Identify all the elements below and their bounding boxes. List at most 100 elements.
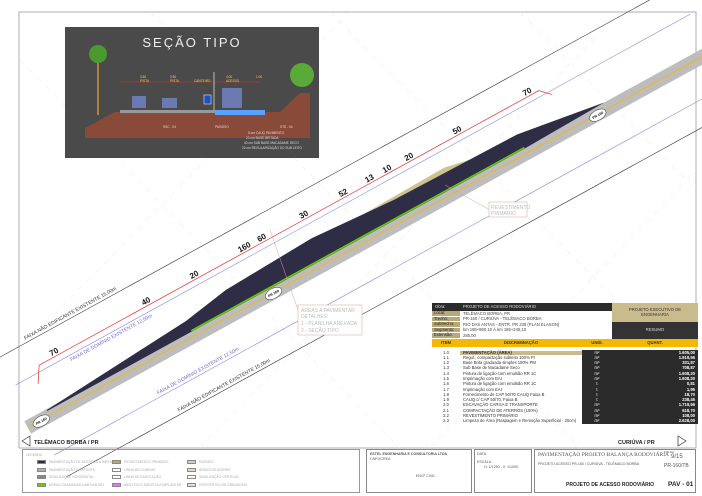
legend-item: PAVIMENTAÇÃO DE ACESSOS A IMPLANTAR (37, 460, 121, 464)
dim-text: 3.50 (140, 75, 146, 79)
project-name: PAVIMENTAÇÃO PROJETO BALANÇA RODOVIÁRIA (538, 452, 670, 458)
cell-qty: 1.608,20 (612, 371, 698, 377)
col-item: ITEM (440, 339, 451, 345)
speed-label: 40 (140, 295, 153, 307)
callout-text: DETALHES: (301, 314, 328, 320)
table-row: 1.2 Base Brita graduada simples 100% PM m³… (432, 360, 698, 366)
speed-label: 50 (451, 124, 464, 136)
legend-item: SINALIZAÇÃO HORIZONTAL (37, 475, 94, 479)
domain-line-bottom (54, 83, 702, 456)
title-block-cell (366, 449, 472, 493)
table-row: 1.3 Sub Base de Macadame Seco m³ 708,87 (432, 366, 698, 372)
cell-unit: m² (582, 355, 612, 361)
faixa-label: FAIXA NÃO EDIFICANTE EXISTENTE 15,00m (176, 357, 271, 413)
cell-qty: 1.919,56 (612, 355, 698, 361)
cell-qty: 18,70 (612, 392, 698, 398)
sign-icon (203, 94, 212, 105)
legend-label: LINHA DE EDIFICAÇÃO (124, 475, 162, 479)
dim-text: 4.00 (226, 75, 232, 79)
sheet-label: FOLHA (664, 450, 675, 454)
callout-box (488, 201, 528, 218)
cell-desc: Pintura de ligação com emulsão RR 1C (463, 381, 537, 387)
table-header: ITEM DISCRIMINAÇÃO UNID. QUANT. (432, 338, 698, 347)
legend-swatch (112, 482, 121, 487)
table-row: 1.8 Fornecimento de CAP 50/70 CAUQ Faixa … (432, 391, 698, 398)
info-row: Subtrecho: RIO DAS ANTAS - ENTR. PR 239 (… (432, 322, 612, 328)
legend-label: PAVIMENTAÇÃO EXISTENTE (49, 467, 95, 472)
sheet-number: 9/15 (671, 454, 683, 460)
speed-label: 160 (236, 240, 253, 255)
cell-desc: Limpeza de Área (Raspagem e Remoção Supe… (463, 418, 577, 424)
table-row: 2.2 REVESTIMENTO PRIMÁRIO m² 108,00 (432, 413, 698, 419)
info-value: RIO DAS ANTAS - ENTR. PR 239 (PLAN ELASO… (463, 321, 560, 327)
table-row: 1.9 CAUQ c/ CAP 50/70, Faixa B t 238,45 (432, 397, 698, 403)
speed-label: 70 (48, 346, 61, 358)
legend-item: LINHA DE EDIFICAÇÃO (112, 475, 161, 479)
cell-qty: 2.628,00 (612, 419, 698, 425)
speed-label: 52 (337, 187, 350, 199)
callout-text: 2 - SEÇÃO TIPO (301, 327, 339, 334)
drawing-title: PROJETO DE ACESSO RODOVIÁRIO (566, 482, 655, 488)
cell-unit: m² (582, 413, 612, 419)
title-block-cell (534, 449, 696, 493)
callout-text: PRIMÁRIO (491, 210, 516, 217)
highway-code: PR-160/TB (664, 463, 689, 469)
company-crea: CNPJ/CREA (370, 457, 391, 461)
cell-desc: Fornecimento de CAP 50/70 CAUQ Faixa B (463, 391, 545, 397)
layer-label: 40 cm SUB BASE MACADAME SECO (244, 141, 299, 145)
cell-qty: 0,81 (612, 382, 698, 388)
car-icon (162, 98, 177, 108)
col-unit: UNID. (591, 339, 603, 345)
legend-item: SINALIZAÇÃO VERTICAL (187, 475, 239, 479)
route-shield-icon: PR 160 PR 160 PR 160 (32, 108, 607, 428)
scale-label: ESCALA (477, 460, 492, 464)
legend-swatch (187, 475, 196, 479)
tree-icon (290, 63, 314, 87)
pavement-layers (215, 110, 265, 115)
cell-desc: COMPACTAÇÃO DE ATERROS (100%) (463, 407, 538, 413)
cell-desc: Imprimação com EAI (463, 386, 502, 392)
callout-text: ÁREAS A PAVIMENTAR (301, 307, 355, 314)
route-shield-label: PR 160 (267, 289, 279, 298)
cell-qty: 708,87 (612, 366, 698, 372)
faixa-label: FAIXA NÃO EDIFICANTE EXISTENTE 15,00m (23, 285, 118, 341)
domain-line-top (15, 13, 691, 386)
building-line-bottom (66, 105, 702, 478)
project-type: PROJETO EXECUTIVO DE ENGENHARIA (612, 303, 698, 322)
legend-label: SINALIZAÇÃO HORIZONTAL (49, 475, 94, 479)
callout-text: 1 - PLANILHA ANEXADA (301, 321, 358, 327)
dim-text: PISTA (140, 79, 150, 83)
legend-label: REVESTIMENTO PRIMÁRIO (124, 460, 169, 464)
cell-desc: Base Brita graduada simples 100% PM (463, 360, 536, 366)
dim-text: ACESSO (226, 79, 240, 83)
cell-item: 1.8 (443, 391, 449, 397)
roadway-surface (120, 110, 215, 113)
legend-swatch (187, 482, 196, 487)
legend-label: SINALIZAÇÃO VERTICAL (199, 475, 239, 479)
legend-swatch (187, 467, 196, 472)
info-key: Segmento: (432, 327, 460, 334)
slope-label: STE - 04 (280, 125, 293, 129)
cell-item: 1.5 (443, 376, 449, 381)
cell-unit: m³ (582, 360, 612, 366)
legend-item: ÁREAS GRAMADAS A IMPLANTAR (37, 482, 104, 487)
table-row: 1.1 Regul., compactação subleito 100% PI m… (432, 355, 698, 361)
palm-tree-icon (97, 55, 99, 115)
table-row: 1.4 Pintura de ligação com emulsão RR 1C m… (432, 371, 698, 377)
legend-item: MEIO-FIO E SARJETA A IMPLANTAR (112, 482, 181, 487)
cell-unit: t (582, 392, 612, 398)
speed-label: 60 (256, 231, 269, 243)
legend-swatch (37, 482, 46, 487)
company-name: ESTEL ENGENHARIA E CONSULTORIA LTDA (370, 452, 448, 456)
speed-label: 20 (403, 150, 416, 162)
legend-swatch (187, 460, 196, 464)
legend-swatch (112, 460, 121, 464)
info-value: TELÊMACO BORBA, PR (463, 310, 511, 316)
cell-qty: 1.605,00 (612, 350, 698, 356)
cell-qty: 108,00 (612, 413, 698, 419)
cell-item: 1.0 (443, 349, 449, 355)
layer-label: 5 cm CAUQ PAVIMENTO (248, 131, 285, 135)
car-icon (132, 96, 146, 108)
col-desc: DISCRIMINAÇÃO (503, 339, 539, 345)
